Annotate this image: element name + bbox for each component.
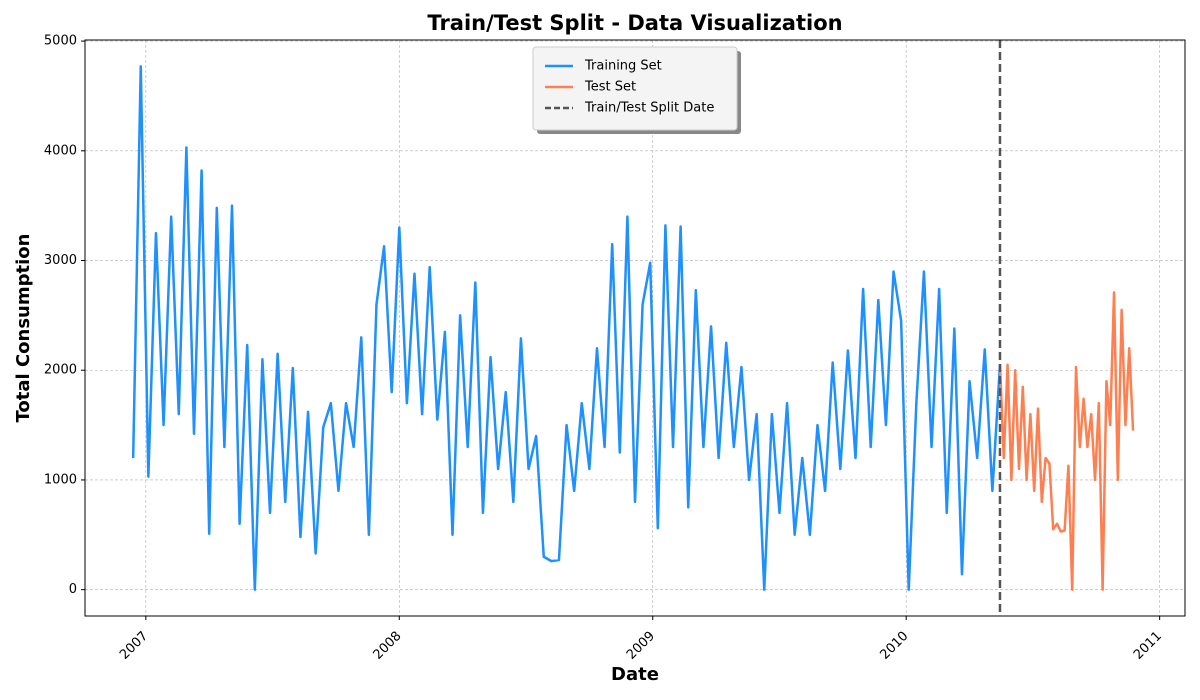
x-tick-label: 2011 — [1131, 629, 1165, 663]
y-tick-label: 0 — [69, 582, 77, 597]
legend-label: Training Set — [584, 59, 662, 74]
chart-title: Train/Test Split - Data Visualization — [427, 11, 842, 35]
y-tick-label: 3000 — [44, 253, 77, 268]
series-line — [998, 291, 1135, 591]
x-axis-label: Date — [611, 664, 659, 685]
x-tick-label: 2007 — [117, 629, 151, 663]
x-tick-label: 2009 — [624, 629, 658, 663]
x-tick-label: 2010 — [877, 629, 911, 663]
y-tick-label: 4000 — [44, 143, 77, 158]
y-tick-label: 2000 — [44, 363, 77, 378]
legend: Training Set Test Set Train/Test Split Dat… — [532, 46, 741, 134]
plot-frame — [84, 39, 1186, 617]
legend-label: Train/Test Split Date — [584, 101, 714, 116]
series-line — [131, 65, 1002, 591]
legend-label: Test Set — [584, 80, 636, 95]
plot-area — [131, 40, 1135, 616]
y-tick-label: 5000 — [44, 34, 77, 49]
x-tick-label: 2008 — [371, 629, 405, 663]
legend-box — [532, 46, 738, 131]
y-axis-label: Total Consumption — [13, 234, 34, 423]
y-tick-label: 1000 — [44, 472, 77, 487]
